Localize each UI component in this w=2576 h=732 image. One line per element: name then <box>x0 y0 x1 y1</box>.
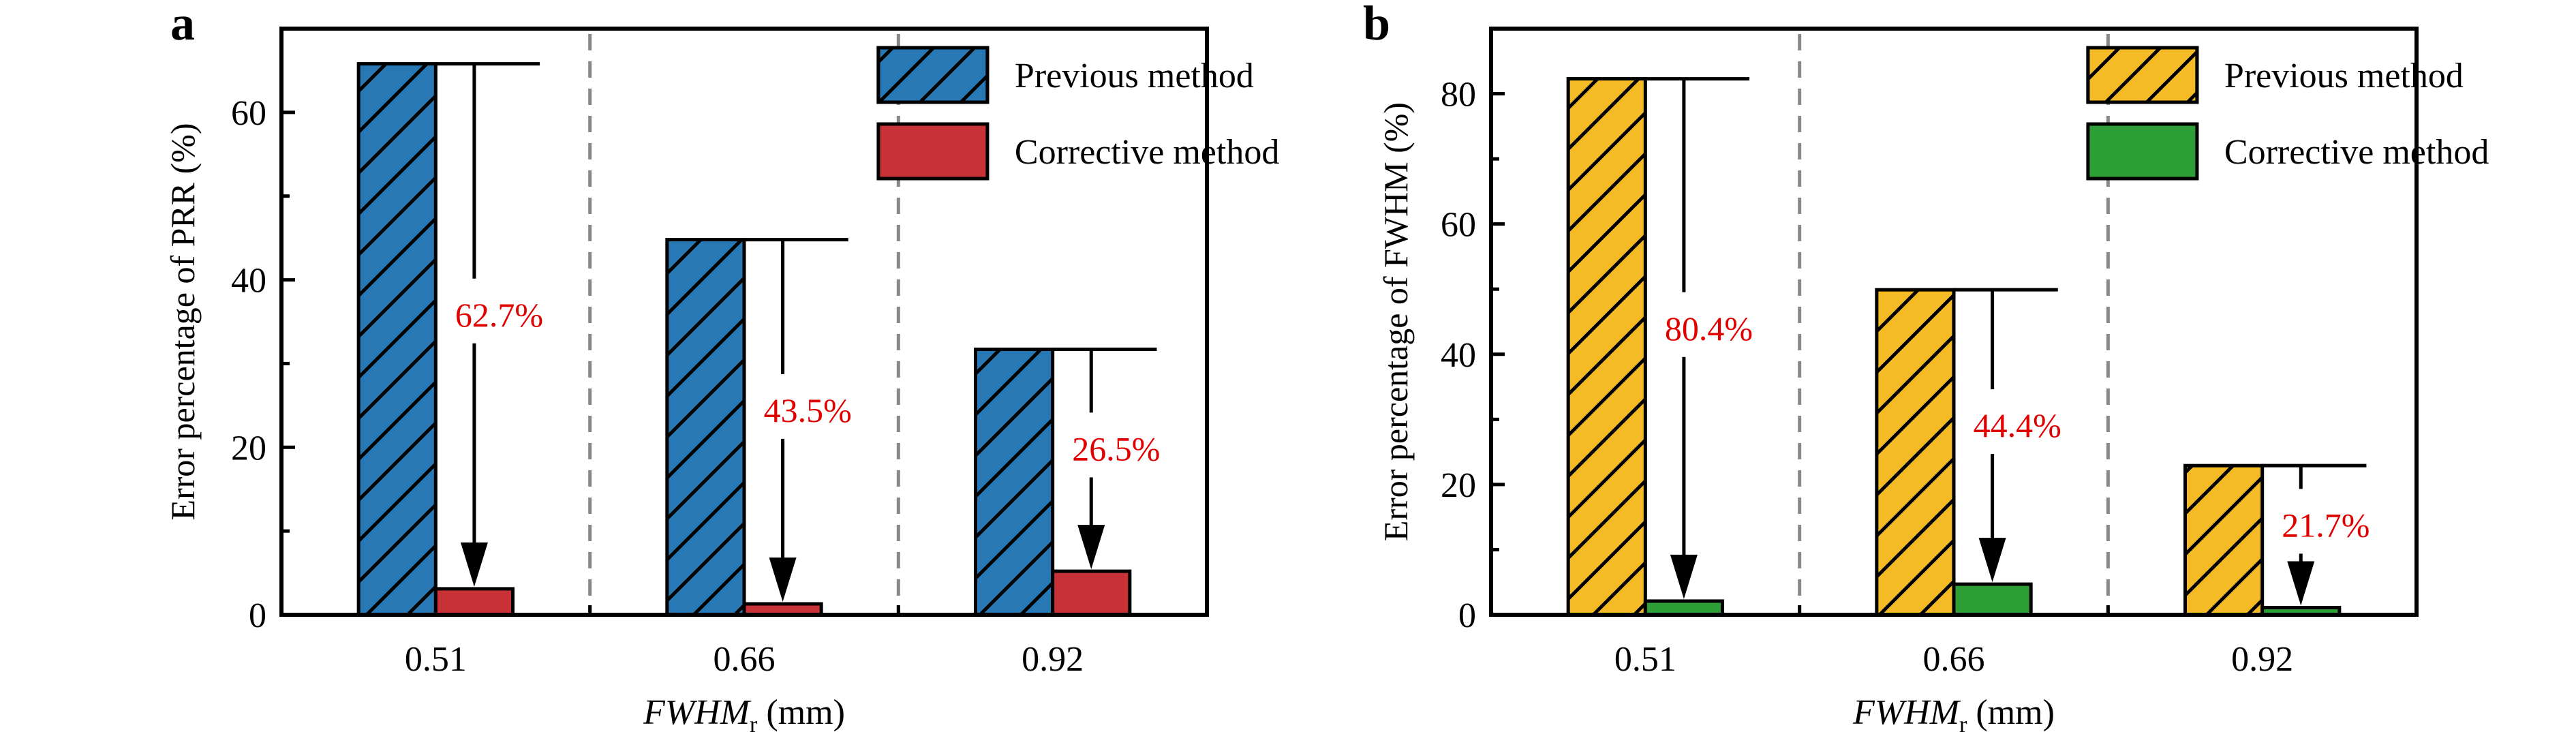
x-axis-label: FWHMr (mm) <box>643 693 845 732</box>
y-tick-label: 0 <box>249 596 266 635</box>
reduction-label: 44.4% <box>1974 406 2061 444</box>
y-tick-label: 40 <box>1441 336 1476 375</box>
legend-swatch <box>2086 122 2199 181</box>
y-tick-label: 80 <box>1441 76 1476 115</box>
legend-label: Previous method <box>1015 57 1254 95</box>
bar-previous-hatch <box>1566 77 1647 617</box>
bar-previous-hatch <box>1875 288 1956 617</box>
x-axis-label-subscript: r <box>1959 712 1967 732</box>
y-tick-label: 20 <box>1441 466 1476 505</box>
x-tick-label: 0.66 <box>1923 640 1985 679</box>
bar-previous-hatch <box>2183 463 2265 617</box>
arrow-head <box>1077 525 1105 570</box>
bar-previous-hatch <box>356 62 438 617</box>
bar-previous-hatch <box>974 348 1055 617</box>
y-tick-label: 40 <box>231 262 266 301</box>
x-tick-label: 0.92 <box>1022 640 1084 679</box>
arrow-head <box>769 558 797 603</box>
arrow-head <box>2287 561 2315 606</box>
x-axis-label-main: FWHM <box>643 693 752 732</box>
x-axis-label-unit: (mm) <box>757 693 845 732</box>
bar-corrective-method <box>1952 582 2033 617</box>
legend-label: Corrective method <box>1015 133 1279 172</box>
arrow-head <box>1670 554 1698 599</box>
legend-swatch-hatch <box>2086 46 2199 104</box>
x-tick-label: 0.92 <box>2231 640 2293 679</box>
bar-corrective-method <box>1051 569 1132 617</box>
x-axis-label: FWHMr (mm) <box>1852 693 2055 732</box>
legend-label: Corrective method <box>2224 133 2489 172</box>
arrow-head <box>460 542 488 587</box>
x-tick-label: 0.51 <box>405 640 467 679</box>
axes-frame <box>1489 27 2419 617</box>
y-tick-label: 60 <box>231 94 266 133</box>
y-tick-label: 60 <box>1441 206 1476 245</box>
arrow-head <box>1978 538 2006 583</box>
x-tick-label: 0.66 <box>714 640 776 679</box>
bar-corrective-method <box>1643 599 1724 617</box>
legend-swatch <box>876 122 990 181</box>
y-tick-label: 20 <box>231 429 266 468</box>
reduction-label: 43.5% <box>764 391 852 429</box>
y-tick-label: 0 <box>1458 596 1476 635</box>
axes-frame <box>279 27 1209 617</box>
reduction-label: 21.7% <box>2282 506 2370 544</box>
y-axis-label: Error percentage of PRR (%) <box>164 123 202 520</box>
panel-a: a 62.7% 0.51 43.5% 0.66 26.5% 0.92 0 20 40 60 Error… <box>164 0 1279 732</box>
x-tick-label: 0.51 <box>1614 640 1676 679</box>
reduction-label: 80.4% <box>1665 309 1753 348</box>
legend-swatch-hatch <box>876 46 990 104</box>
bar-previous-hatch <box>665 238 746 617</box>
x-axis-label-subscript: r <box>750 712 758 732</box>
panel-label: b <box>1363 0 1390 50</box>
panel-label: a <box>170 0 195 50</box>
bar-corrective-method <box>433 587 515 617</box>
reduction-label: 62.7% <box>455 296 543 334</box>
y-axis-label: Error percentage of FWHM (%) <box>1377 102 1415 541</box>
x-axis-label-main: FWHM <box>1852 693 1961 732</box>
x-axis-label-unit: (mm) <box>1967 693 2055 732</box>
legend-label: Previous method <box>2224 57 2464 95</box>
panel-b: b 80.4% 0.51 44.4% 0.66 21.7% 0.92 0 20 40 60 80 Err… <box>1363 0 2489 732</box>
reduction-label: 26.5% <box>1072 429 1160 468</box>
